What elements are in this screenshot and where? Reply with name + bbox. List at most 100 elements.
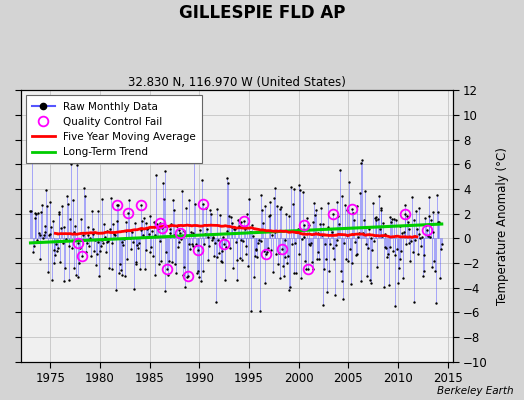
- Point: [189, 242, 198, 249]
- Point: [386, 214, 395, 220]
- Point: [96, 247, 104, 254]
- Point: [342, 256, 350, 262]
- Point: [344, 258, 353, 264]
- Point: [347, 206, 356, 212]
- Point: [85, 243, 93, 249]
- Point: [429, 228, 438, 235]
- Point: [361, 188, 369, 194]
- Point: [111, 232, 119, 238]
- Point: [199, 268, 208, 274]
- Point: [115, 270, 123, 276]
- Point: [363, 272, 372, 279]
- Point: [324, 200, 333, 206]
- Point: [409, 249, 417, 255]
- Point: [109, 220, 117, 227]
- Point: [307, 239, 315, 246]
- Point: [339, 296, 347, 302]
- Point: [149, 252, 157, 259]
- Point: [182, 204, 190, 211]
- Point: [176, 230, 184, 236]
- Point: [376, 226, 384, 233]
- Point: [172, 270, 180, 276]
- Point: [265, 213, 273, 220]
- Point: [237, 237, 246, 244]
- Point: [143, 226, 151, 232]
- Point: [336, 268, 345, 274]
- Point: [112, 218, 121, 224]
- Point: [77, 216, 85, 222]
- Point: [403, 218, 412, 225]
- Point: [242, 251, 250, 257]
- Point: [230, 226, 238, 232]
- Point: [319, 302, 328, 308]
- Point: [308, 258, 316, 265]
- Point: [231, 226, 239, 232]
- Point: [33, 236, 41, 243]
- Point: [93, 251, 101, 257]
- Point: [331, 292, 339, 298]
- Point: [267, 247, 276, 253]
- Point: [28, 142, 36, 149]
- Point: [432, 300, 440, 306]
- Point: [79, 237, 88, 243]
- Point: [411, 237, 419, 244]
- Point: [374, 216, 382, 222]
- Point: [169, 197, 177, 203]
- Point: [174, 238, 183, 245]
- Point: [378, 233, 386, 239]
- Point: [93, 238, 102, 245]
- Point: [322, 256, 330, 262]
- Point: [59, 278, 68, 284]
- Point: [234, 217, 243, 223]
- Point: [420, 268, 429, 274]
- Point: [283, 260, 291, 266]
- Point: [388, 215, 396, 222]
- Point: [153, 221, 161, 227]
- Point: [136, 266, 144, 273]
- Point: [219, 259, 227, 266]
- Point: [112, 287, 120, 293]
- Point: [132, 261, 140, 268]
- Point: [213, 254, 222, 260]
- Point: [385, 282, 393, 288]
- Point: [279, 263, 287, 269]
- Point: [90, 248, 99, 254]
- Point: [316, 205, 325, 211]
- Point: [148, 228, 156, 235]
- Point: [431, 268, 439, 274]
- Point: [62, 236, 70, 242]
- Point: [179, 264, 188, 270]
- Point: [217, 248, 226, 254]
- Point: [335, 221, 343, 228]
- Point: [157, 258, 166, 264]
- Point: [321, 240, 329, 247]
- Point: [352, 251, 360, 258]
- Point: [268, 232, 276, 239]
- Point: [49, 218, 57, 224]
- Point: [260, 202, 269, 209]
- Point: [250, 253, 259, 259]
- Point: [57, 225, 66, 231]
- Point: [288, 240, 296, 247]
- Point: [204, 234, 213, 241]
- Point: [339, 193, 347, 200]
- Point: [203, 257, 212, 263]
- Point: [201, 231, 209, 238]
- Point: [290, 186, 299, 193]
- Point: [353, 203, 362, 209]
- Point: [380, 244, 389, 251]
- Point: [99, 196, 107, 202]
- Point: [352, 250, 361, 257]
- Point: [53, 245, 62, 251]
- Point: [250, 274, 258, 280]
- Point: [222, 228, 231, 234]
- Point: [48, 277, 56, 283]
- Point: [406, 258, 414, 264]
- Text: GILLESPIE FLD AP: GILLESPIE FLD AP: [179, 4, 345, 22]
- Point: [276, 206, 284, 212]
- Point: [73, 161, 81, 168]
- Text: Berkeley Earth: Berkeley Earth: [437, 386, 514, 396]
- Point: [438, 240, 446, 247]
- Point: [241, 226, 249, 232]
- Point: [232, 276, 241, 283]
